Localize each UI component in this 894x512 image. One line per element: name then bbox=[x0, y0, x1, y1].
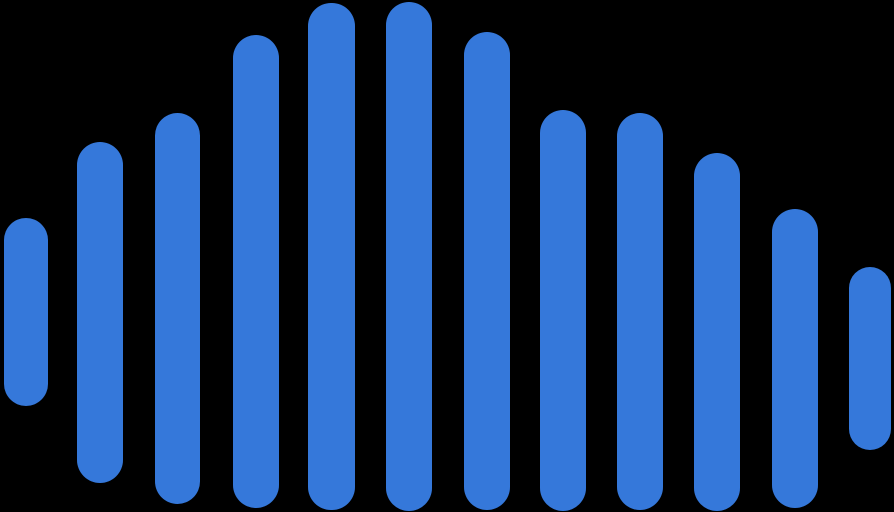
waveform-bar-11 bbox=[772, 209, 818, 508]
waveform-bar-5 bbox=[308, 3, 355, 510]
waveform-bar-9 bbox=[617, 113, 663, 510]
waveform-bar-4 bbox=[233, 35, 279, 508]
waveform-bar-10 bbox=[694, 153, 740, 511]
waveform-bar-7 bbox=[464, 32, 510, 510]
waveform-bar-1 bbox=[4, 218, 48, 406]
waveform-bar-8 bbox=[540, 110, 586, 511]
waveform-bar-2 bbox=[77, 142, 123, 483]
waveform-bar-6 bbox=[386, 2, 432, 511]
waveform-bar-3 bbox=[155, 113, 200, 504]
waveform-bar-12 bbox=[849, 267, 891, 450]
